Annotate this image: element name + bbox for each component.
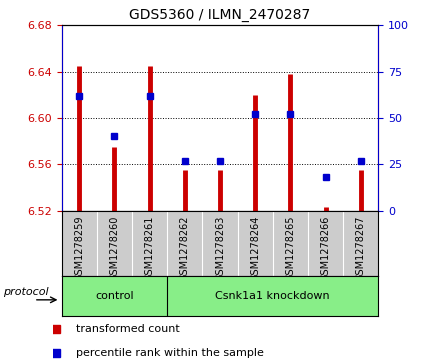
- Text: GSM1278259: GSM1278259: [74, 216, 84, 281]
- Text: protocol: protocol: [3, 287, 49, 297]
- Text: GSM1278262: GSM1278262: [180, 216, 190, 281]
- Text: GSM1278260: GSM1278260: [110, 216, 119, 281]
- Text: GSM1278265: GSM1278265: [286, 216, 295, 281]
- Text: control: control: [95, 291, 134, 301]
- Text: GSM1278261: GSM1278261: [145, 216, 154, 281]
- Text: GSM1278267: GSM1278267: [356, 216, 366, 281]
- Text: GSM1278264: GSM1278264: [250, 216, 260, 281]
- Title: GDS5360 / ILMN_2470287: GDS5360 / ILMN_2470287: [129, 8, 311, 22]
- Text: Csnk1a1 knockdown: Csnk1a1 knockdown: [216, 291, 330, 301]
- Text: percentile rank within the sample: percentile rank within the sample: [76, 348, 264, 358]
- Text: GSM1278266: GSM1278266: [321, 216, 330, 281]
- Text: transformed count: transformed count: [76, 324, 180, 334]
- Text: GSM1278263: GSM1278263: [215, 216, 225, 281]
